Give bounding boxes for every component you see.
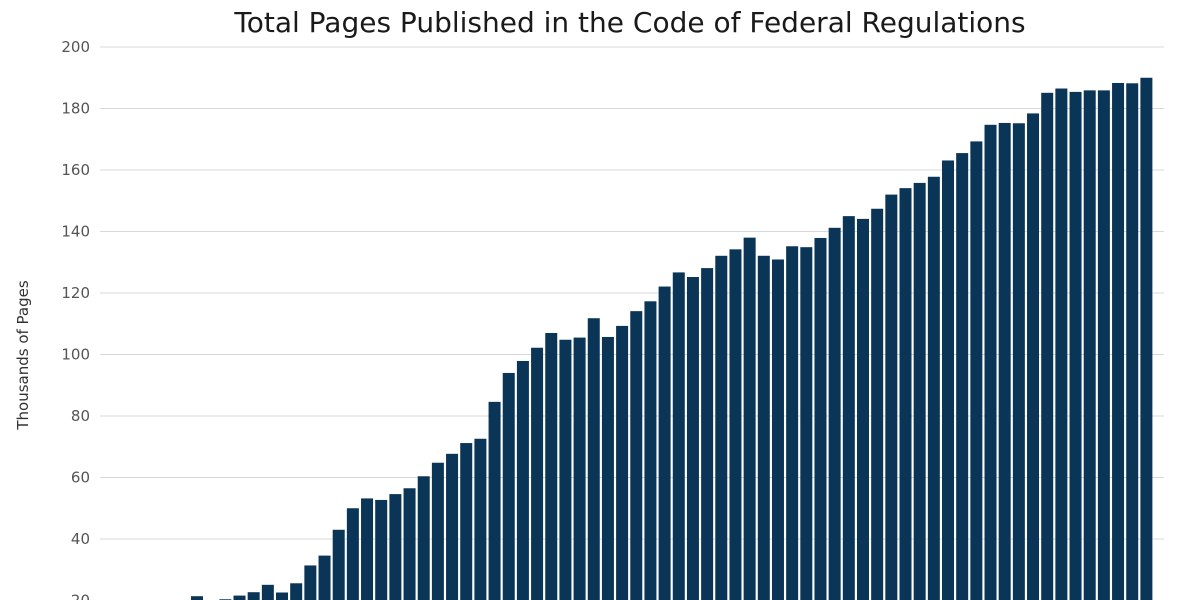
y-gridlines xyxy=(100,46,1164,540)
bar-37 xyxy=(701,268,714,600)
bar-5 xyxy=(247,592,260,600)
bar-65 xyxy=(1097,90,1110,600)
bar-46 xyxy=(828,227,841,600)
bar-35 xyxy=(672,272,685,600)
bar-67 xyxy=(1126,83,1139,600)
y-tick-label-160: 160 xyxy=(61,161,90,179)
bar-52 xyxy=(913,182,926,600)
bar-30 xyxy=(601,336,614,600)
bar-58 xyxy=(998,122,1011,600)
y-tick-label-40: 40 xyxy=(71,530,90,548)
bar-61 xyxy=(1041,92,1054,600)
bar-40 xyxy=(743,237,756,600)
bar-42 xyxy=(771,259,784,600)
bar-25 xyxy=(531,347,544,600)
bar-39 xyxy=(729,249,742,600)
bar-43 xyxy=(786,246,799,600)
bar-18 xyxy=(431,462,444,600)
bar-14 xyxy=(375,499,388,600)
y-tick-label-180: 180 xyxy=(61,100,90,118)
bar-68 xyxy=(1140,77,1153,600)
bar-15 xyxy=(389,494,402,600)
bar-51 xyxy=(899,188,912,600)
bar-22 xyxy=(488,401,501,600)
bar-59 xyxy=(1012,123,1025,600)
y-tick-label-140: 140 xyxy=(61,223,90,241)
bar-20 xyxy=(460,443,473,600)
bar-12 xyxy=(346,508,359,600)
bar-8 xyxy=(290,583,303,600)
bar-6 xyxy=(261,584,274,600)
bar-49 xyxy=(871,208,884,600)
y-tick-label-60: 60 xyxy=(71,469,90,487)
bar-47 xyxy=(842,216,855,600)
bar-33 xyxy=(644,301,657,600)
y-tick-label-120: 120 xyxy=(61,284,90,302)
bar-31 xyxy=(616,325,629,600)
bar-17 xyxy=(417,476,430,600)
bar-26 xyxy=(545,332,558,600)
bar-36 xyxy=(686,277,699,600)
bar-38 xyxy=(715,255,728,600)
y-tick-label-100: 100 xyxy=(61,346,90,364)
bar-16 xyxy=(403,488,416,600)
bar-44 xyxy=(800,247,813,600)
bar-41 xyxy=(757,255,770,600)
bar-32 xyxy=(630,311,643,600)
bar-27 xyxy=(559,339,572,600)
bar-64 xyxy=(1083,90,1096,600)
chart-title: Total Pages Published in the Code of Fed… xyxy=(233,6,1025,39)
bar-29 xyxy=(587,318,600,600)
bar-19 xyxy=(446,453,459,600)
bar-48 xyxy=(856,218,869,600)
bar-55 xyxy=(956,153,969,600)
bar-45 xyxy=(814,237,827,600)
bar-53 xyxy=(927,176,940,600)
bar-1 xyxy=(191,596,203,600)
bar-10 xyxy=(318,555,331,600)
bar-23 xyxy=(502,372,515,600)
bar-11 xyxy=(332,529,345,600)
y-axis-label: Thousands of Pages xyxy=(14,280,32,431)
bar-13 xyxy=(361,498,374,600)
y-tick-label-20: 20 xyxy=(71,592,90,600)
bar-9 xyxy=(304,565,317,600)
bar-7 xyxy=(276,592,289,600)
bar-24 xyxy=(516,360,529,600)
bar-50 xyxy=(885,194,898,600)
bar-4 xyxy=(233,595,246,600)
y-tick-label-80: 80 xyxy=(71,407,90,425)
bar-34 xyxy=(658,286,671,600)
bar-21 xyxy=(474,438,487,600)
bar-60 xyxy=(1027,113,1040,600)
y-tick-labels: 20 40 60 80 100 120 140 160 180 200 xyxy=(61,38,90,600)
bar-56 xyxy=(970,141,983,600)
bar-54 xyxy=(942,160,955,600)
bar-63 xyxy=(1069,91,1082,600)
bar-62 xyxy=(1055,88,1068,600)
bars xyxy=(191,77,1153,600)
bar-28 xyxy=(573,337,586,600)
bar-66 xyxy=(1112,82,1125,600)
y-tick-label-200: 200 xyxy=(61,38,90,56)
bar-57 xyxy=(984,124,997,600)
